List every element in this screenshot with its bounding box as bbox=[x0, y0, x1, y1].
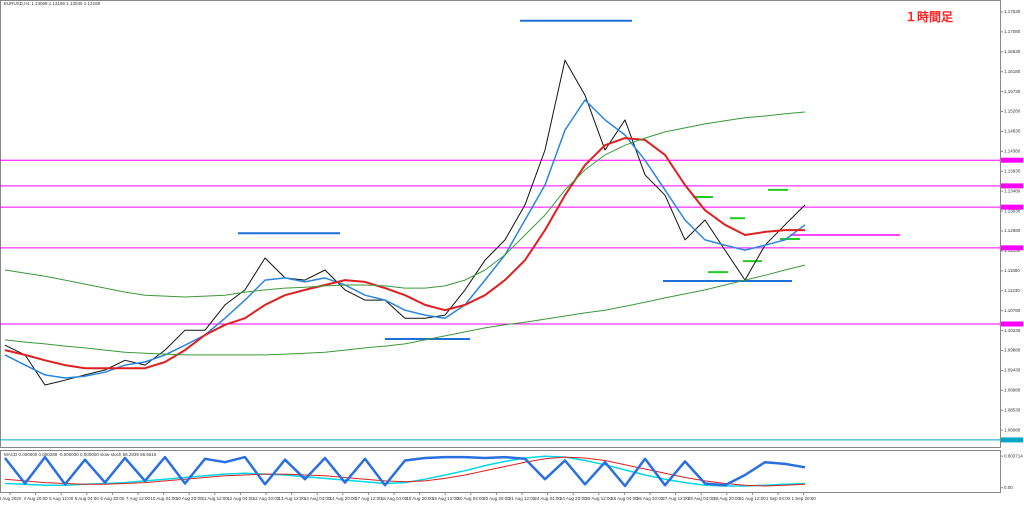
x-tick-label: 12 Aug 04:00 bbox=[227, 496, 254, 501]
y-tick-label: 1.17530 bbox=[1004, 9, 1021, 14]
x-tick-label: 19 Aug 12:00 bbox=[432, 496, 459, 501]
series-line bbox=[4, 455, 806, 487]
y-tick-label: 1.08980 bbox=[1004, 388, 1021, 393]
x-tick-label: 10 Aug 20:00 bbox=[176, 496, 203, 501]
y-tick-label: 1.17080 bbox=[1004, 29, 1021, 34]
y-tick-label: 1.15280 bbox=[1004, 109, 1021, 114]
x-tick-label: 14 Aug 04:00 bbox=[304, 496, 331, 501]
y-tick-label: 1.13480 bbox=[1004, 188, 1021, 193]
x-tick-label: 7 Aug 12:00 bbox=[126, 496, 151, 501]
x-tick-label: 1 Sep 20:00 bbox=[791, 496, 816, 501]
level-price-box bbox=[1001, 321, 1023, 327]
chart-title: EURUSD,H1 1.13068 1.13166 1.13045 1.1316… bbox=[4, 1, 101, 6]
y-tick-label: 1.09430 bbox=[1004, 368, 1021, 373]
x-tick-label: 13 Aug 12:00 bbox=[278, 496, 305, 501]
x-tick-label: 28 Aug 04:00 bbox=[688, 496, 715, 501]
y-tick-label: 1.10330 bbox=[1004, 328, 1021, 333]
y-tick-label: 1.15730 bbox=[1004, 89, 1021, 94]
x-tick-label: 24 Aug 20:00 bbox=[560, 496, 587, 501]
x-tick-label: 12 Aug 20:00 bbox=[253, 496, 280, 501]
y-tick-label: 1.10780 bbox=[1004, 308, 1021, 313]
x-tick-label: 17 Aug 12:00 bbox=[355, 496, 382, 501]
series-line bbox=[4, 264, 806, 356]
x-tick-label: 20 Aug 04:00 bbox=[458, 496, 485, 501]
x-tick-label: 11 Aug 12:00 bbox=[202, 496, 229, 501]
series-line bbox=[4, 456, 806, 487]
indicator-frame bbox=[0, 450, 1001, 493]
level-price-box bbox=[1001, 183, 1023, 189]
series-line bbox=[4, 99, 806, 379]
indicator-title: MACD 0.000000 0.000289 -0.000000 0.00000… bbox=[4, 452, 157, 457]
x-tick-label: 10 Aug 04:00 bbox=[150, 496, 177, 501]
y-tick-label: 1.12580 bbox=[1004, 228, 1021, 233]
x-tick-label: 18 Aug 20:00 bbox=[406, 496, 433, 501]
y-tick-label: 1.08530 bbox=[1004, 407, 1021, 412]
level-price-box bbox=[1001, 157, 1023, 163]
y-tick-label: 0.00 bbox=[1004, 485, 1013, 490]
annotation: １時間足 bbox=[905, 9, 953, 24]
y-tick-label: 1.16180 bbox=[1004, 69, 1021, 74]
y-tick-label: 1.13030 bbox=[1004, 208, 1021, 213]
y-tick-label: 1.11680 bbox=[1004, 268, 1020, 273]
x-tick-label: 21 Aug 12:00 bbox=[509, 496, 536, 501]
x-tick-label: 14 Aug 20:00 bbox=[330, 496, 357, 501]
x-tick-label: 4 Aug 2020 bbox=[0, 496, 22, 501]
y-tick-label: 1.13930 bbox=[1004, 168, 1021, 173]
y-tick-label: 0.003714 bbox=[1004, 453, 1023, 458]
x-tick-label: 5 Aug 12:00 bbox=[49, 496, 74, 501]
main-frame bbox=[0, 0, 1001, 448]
x-tick-label: 6 Aug 20:00 bbox=[100, 496, 125, 501]
y-tick-label: 1.14830 bbox=[1004, 129, 1021, 134]
level-price-box bbox=[1001, 204, 1023, 210]
y-tick-label: 1.08080 bbox=[1004, 427, 1021, 432]
x-tick-label: 31 Aug 12:00 bbox=[739, 496, 766, 501]
y-tick-label: 1.12130 bbox=[1004, 248, 1021, 253]
y-tick-label: 1.14380 bbox=[1004, 149, 1021, 154]
level-price-box bbox=[1001, 437, 1023, 443]
x-tick-label: 1 Sep 04:00 bbox=[766, 496, 791, 501]
x-tick-label: 26 Aug 20:00 bbox=[637, 496, 664, 501]
x-tick-label: 6 Aug 04:00 bbox=[75, 496, 100, 501]
series-line bbox=[4, 111, 806, 298]
x-tick-label: 26 Aug 04:00 bbox=[611, 496, 638, 501]
x-tick-label: 28 Aug 20:00 bbox=[714, 496, 741, 501]
series-line bbox=[4, 137, 805, 370]
x-tick-label: 24 Aug 04:00 bbox=[534, 496, 561, 501]
x-tick-label: 27 Aug 12:00 bbox=[662, 496, 689, 501]
y-tick-label: 1.16630 bbox=[1004, 49, 1021, 54]
level-price-box bbox=[1001, 245, 1023, 251]
y-tick-label: 1.09880 bbox=[1004, 348, 1021, 353]
y-tick-label: 1.11230 bbox=[1004, 288, 1020, 293]
x-tick-label: 18 Aug 04:00 bbox=[381, 496, 408, 501]
series-line bbox=[4, 455, 806, 488]
x-tick-label: 20 Aug 20:00 bbox=[483, 496, 510, 501]
x-tick-label: 25 Aug 12:00 bbox=[586, 496, 613, 501]
x-tick-label: 4 Aug 20:00 bbox=[24, 496, 49, 501]
